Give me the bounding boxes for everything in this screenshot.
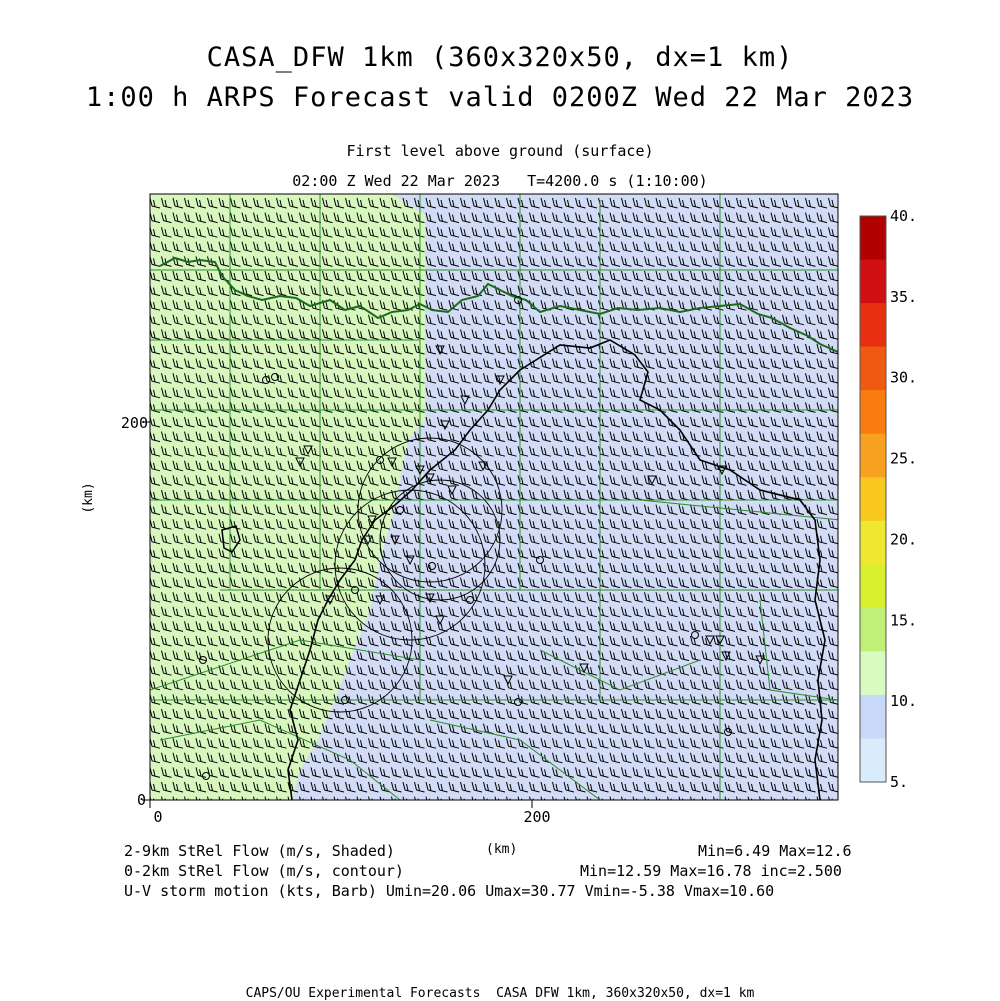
red-river-border	[159, 256, 838, 353]
colorbar-label: 35.	[890, 288, 917, 306]
station-triangle-marker	[435, 615, 445, 626]
colorbar-swatch	[860, 390, 886, 435]
colorbar-label: 40.	[890, 207, 917, 225]
station-triangle-marker	[375, 595, 385, 606]
colorbar-swatch	[860, 738, 886, 783]
title-line1: CASA_DFW 1km (360x320x50, dx=1 km)	[206, 42, 794, 73]
map-area	[150, 194, 838, 800]
colorbar-label: 15.	[890, 611, 917, 629]
station-triangle-marker	[721, 651, 731, 662]
y-axis-unit: (km)	[81, 482, 96, 513]
x-tick-label-0: 0	[153, 808, 162, 826]
station-triangle-marker	[367, 515, 377, 526]
station-circle-marker	[691, 631, 699, 639]
station-circle-marker	[199, 656, 207, 664]
station-triangle-marker	[495, 375, 505, 386]
station-circle-marker	[341, 696, 349, 704]
legend-shaded-label: 2-9km StRel Flow (m/s, Shaded)	[124, 842, 395, 860]
station-triangle-marker	[295, 457, 305, 468]
station-triangle-marker	[303, 445, 313, 456]
station-circle-marker	[428, 562, 436, 570]
colorbar-swatch	[860, 346, 886, 391]
highlight-boundary	[519, 339, 826, 800]
trinity-river	[287, 369, 521, 800]
wind-barb-field	[150, 197, 838, 800]
station-triangle-marker	[755, 655, 765, 666]
colorbar: 40. 35. 30. 25. 20. 15. 10. 5.	[859, 207, 917, 791]
colorbar-label: 5.	[890, 773, 908, 791]
station-circle-marker	[536, 556, 544, 564]
station-circle-marker	[724, 728, 732, 736]
station-triangle-marker	[435, 345, 445, 356]
station-triangle-marker	[363, 535, 373, 546]
lake-outline	[221, 525, 241, 553]
y-tick-label-0: 0	[137, 791, 146, 809]
county-borders	[150, 194, 838, 800]
station-circle-marker	[514, 296, 522, 304]
legend-barb-label: U-V storm motion (kts, Barb) Umin=20.06 …	[124, 882, 775, 900]
station-triangle-marker	[715, 635, 725, 646]
colorbar-swatch	[860, 520, 886, 565]
station-triangle-marker	[478, 461, 488, 472]
subtitle-level: First level above ground (surface)	[346, 142, 654, 160]
colorbar-swatch	[860, 607, 886, 652]
colorbar-label: 30.	[890, 369, 917, 387]
colorbar-label: 20.	[890, 530, 917, 548]
x-tick-label-200: 200	[523, 808, 550, 826]
station-circle-marker	[271, 373, 279, 381]
station-triangle-marker	[425, 593, 435, 604]
station-circle-marker	[376, 456, 384, 464]
station-triangle-marker	[647, 475, 657, 486]
shade-green-region	[150, 194, 425, 800]
station-triangle-marker	[503, 675, 513, 686]
colorbar-swatch	[860, 477, 886, 522]
station-triangle-marker	[460, 395, 470, 406]
station-circle-marker	[351, 586, 359, 594]
station-markers	[199, 296, 765, 780]
station-circle-marker	[396, 506, 404, 514]
y-tick-label-200: 200	[121, 414, 148, 432]
x-axis-unit: (km)	[486, 842, 518, 857]
legend-shaded-range: Min=6.49 Max=12.6	[698, 842, 852, 860]
station-triangle-marker	[717, 465, 727, 476]
subtitle-time: 02:00 Z Wed 22 Mar 2023 T=4200.0 s (1:10…	[292, 172, 708, 190]
wind-barbs-layer	[150, 197, 838, 800]
station-triangle-marker	[579, 663, 589, 674]
station-circle-marker	[466, 596, 474, 604]
legend-contour-label: 0-2km StRel Flow (m/s, contour)	[124, 862, 404, 880]
station-circle-marker	[202, 772, 210, 780]
station-triangle-marker	[415, 465, 425, 476]
colorbar-swatch	[860, 433, 886, 478]
colorbar-swatch	[860, 259, 886, 304]
colorbar-swatch	[860, 216, 886, 261]
station-circle-marker	[262, 376, 270, 384]
station-triangle-marker	[425, 473, 435, 484]
colorbar-swatch	[860, 694, 886, 739]
station-triangle-marker	[447, 485, 457, 496]
station-triangle-marker	[405, 555, 415, 566]
colorbar-swatch	[860, 651, 886, 696]
station-triangle-marker	[390, 535, 400, 546]
plot-frame	[149, 193, 839, 801]
title-line2: 1:00 h ARPS Forecast valid 0200Z Wed 22 …	[85, 82, 915, 113]
colorbar-label: 10.	[890, 692, 917, 710]
station-triangle-marker	[387, 457, 397, 468]
station-circle-marker	[514, 698, 522, 706]
colorbar-frame	[859, 215, 887, 783]
radar-range-rings	[267, 437, 503, 713]
station-triangle-marker	[440, 420, 450, 431]
station-triangle-marker	[325, 595, 335, 606]
colorbar-swatch	[860, 564, 886, 609]
legend-contour-range: Min=12.59 Max=16.78 inc=2.500	[580, 862, 842, 880]
station-triangle-marker	[705, 635, 715, 646]
footer-credit: CAPS/OU Experimental Forecasts CASA DFW …	[245, 986, 755, 1001]
colorbar-label: 25.	[890, 450, 917, 468]
colorbar-swatch	[860, 303, 886, 348]
